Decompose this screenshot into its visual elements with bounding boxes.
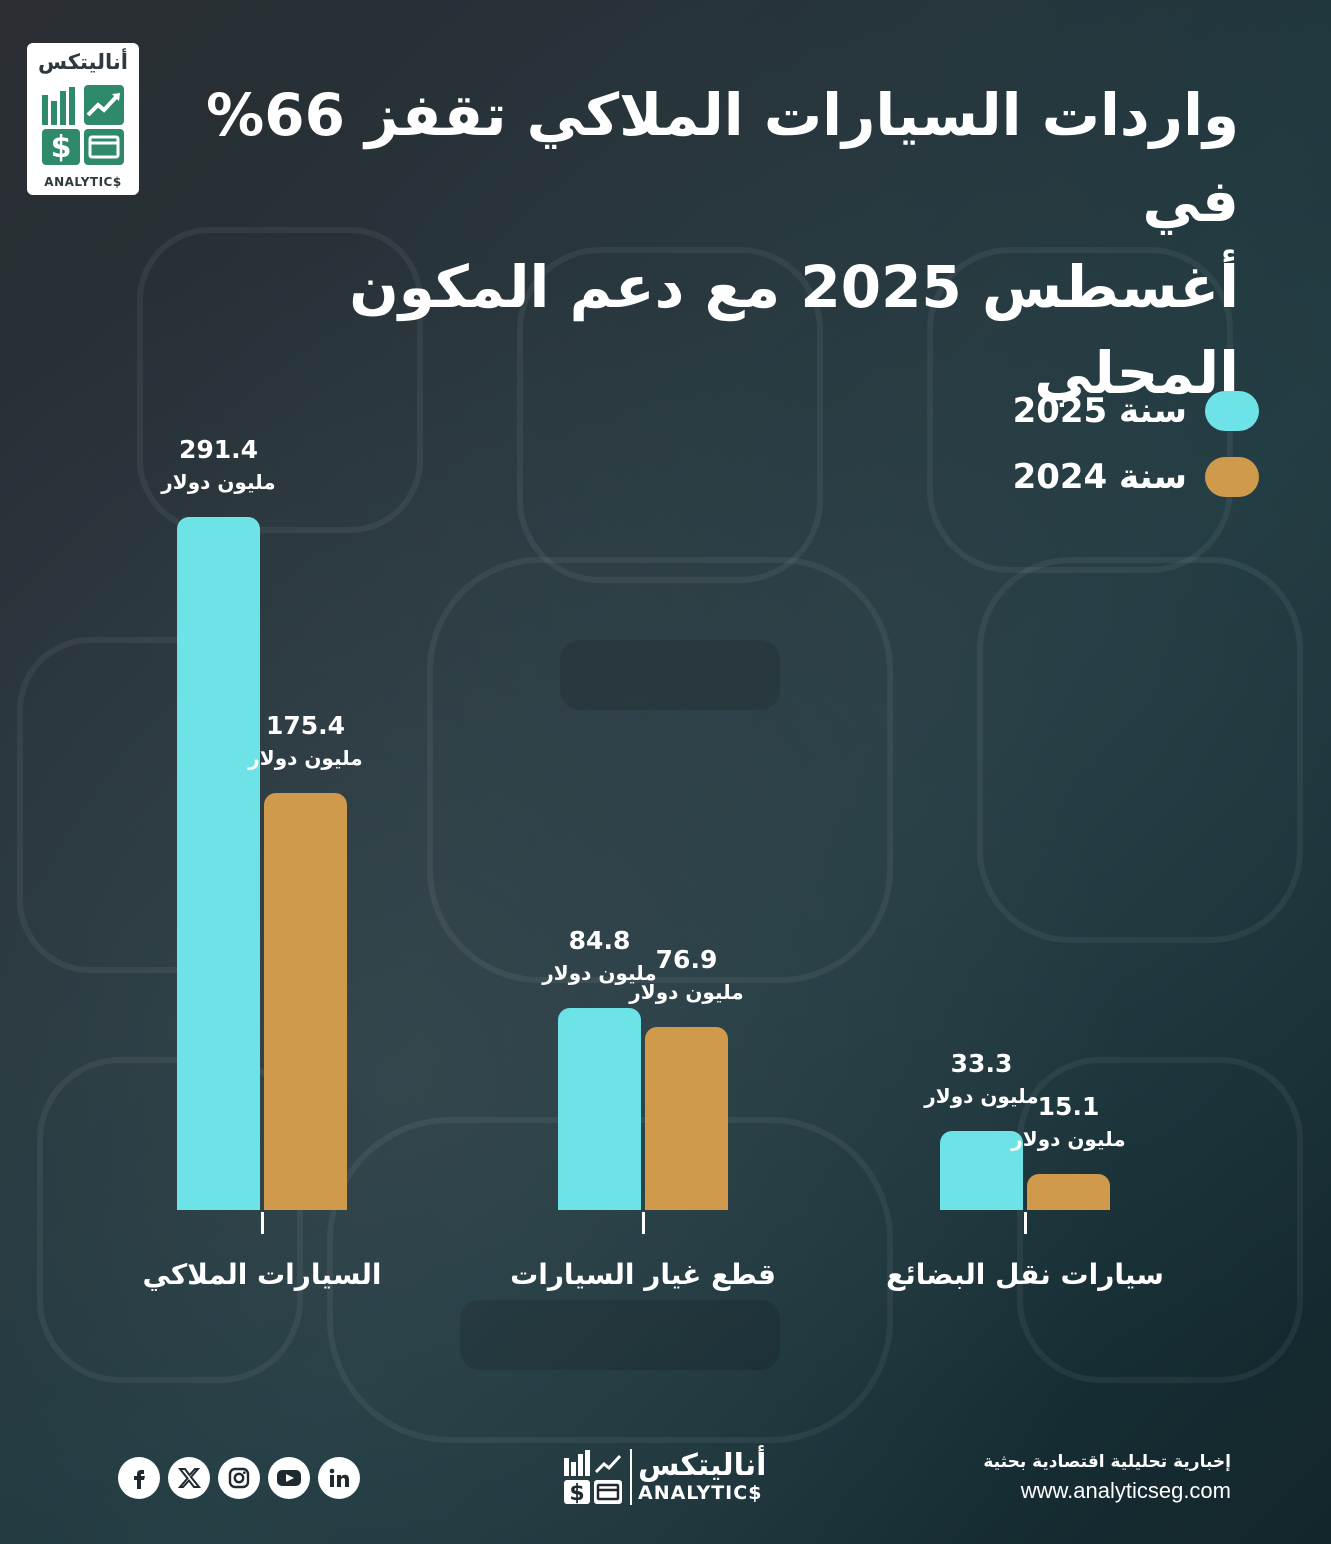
svg-text:$: $ — [569, 1481, 584, 1506]
footer-logo-divider — [630, 1449, 632, 1505]
chart-title-line-1: واردات السيارات الملاكي تقفز 66% في — [206, 81, 1239, 235]
bar-value-car-parts-2024: 76.9 — [655, 945, 718, 975]
legend-swatch-2024 — [1205, 457, 1259, 497]
bar-unit-trucks-2025: مليون دولار — [924, 1083, 1039, 1108]
legend-item-2025: سنة 2025 — [899, 388, 1259, 434]
x-tick-label-car-parts: قطع غيار السيارات — [510, 1258, 776, 1291]
logo-arabic-text: أناليتكس — [38, 50, 128, 74]
brand-logo: أناليتكس $ ANALYTIC$ — [27, 43, 139, 195]
x-tick-label-passenger-cars: السيارات الملاكي — [142, 1258, 382, 1291]
bar-value-car-parts-2025: 84.8 — [568, 926, 631, 956]
facebook-icon[interactable] — [118, 1457, 160, 1499]
logo-chart-dollar-card-icon: $ — [42, 85, 124, 165]
linkedin-icon[interactable] — [318, 1457, 360, 1499]
svg-text:$: $ — [51, 130, 72, 165]
bar-trucks-2025 — [940, 1130, 1023, 1210]
x-tick-label-trucks: سيارات نقل البضائع — [886, 1258, 1164, 1291]
bar-passenger-cars-2025 — [177, 517, 260, 1210]
logo-english-text: ANALYTIC$ — [44, 175, 122, 189]
bar-value-passenger-cars-2024: 175.4 — [265, 710, 346, 740]
footer-logo-icon: $ — [564, 1450, 622, 1506]
bar-value-passenger-cars-2025: 291.4 — [178, 435, 259, 464]
social-links — [118, 1457, 360, 1499]
bar-unit-passenger-cars-2025: مليون دولار — [161, 470, 276, 494]
bar-passenger-cars-2024 — [264, 792, 347, 1210]
footer-website-link[interactable]: www.analyticseg.com — [1020, 1478, 1231, 1503]
legend-swatch-2025 — [1205, 391, 1259, 431]
bar-unit-passenger-cars-2024: مليون دولار — [248, 745, 363, 770]
footer-logo-english: ANALYTIC$ — [638, 1482, 763, 1504]
chart-title-line-2: أغسطس 2025 مع دعم المكون المحلي — [349, 253, 1239, 407]
footer-logo: $ أناليتكس ANALYTIC$ — [560, 1446, 770, 1508]
x-icon[interactable] — [168, 1457, 210, 1499]
x-tick-car-parts — [641, 1212, 645, 1234]
bar-unit-car-parts-2025: مليون دولار — [542, 961, 657, 986]
instagram-icon[interactable] — [218, 1457, 260, 1499]
bar-trucks-2024 — [1027, 1174, 1110, 1210]
bar-car-parts-2024 — [645, 1027, 728, 1210]
legend-label-2024: سنة 2024 — [1012, 457, 1187, 497]
footer-logo-arabic: أناليتكس — [638, 1448, 767, 1483]
bar-value-trucks-2024: 15.1 — [1037, 1092, 1100, 1122]
bar-car-parts-2025 — [558, 1008, 641, 1210]
bar-unit-trucks-2024: مليون دولار — [1011, 1127, 1126, 1152]
bar-unit-car-parts-2024: مليون دولار — [629, 980, 744, 1005]
legend: سنة 2025 سنة 2024 — [899, 388, 1259, 520]
youtube-icon[interactable] — [268, 1457, 310, 1499]
x-tick-passenger-cars — [260, 1212, 264, 1234]
footer-tagline: إخبارية تحليلية اقتصادية بحثية — [983, 1452, 1231, 1472]
legend-item-2024: سنة 2024 — [899, 454, 1259, 500]
legend-label-2025: سنة 2025 — [1012, 391, 1187, 431]
x-tick-trucks — [1023, 1212, 1027, 1234]
chart-title: واردات السيارات الملاكي تقفز 66% في أغسط… — [199, 72, 1239, 416]
bar-value-trucks-2025: 33.3 — [950, 1048, 1013, 1078]
